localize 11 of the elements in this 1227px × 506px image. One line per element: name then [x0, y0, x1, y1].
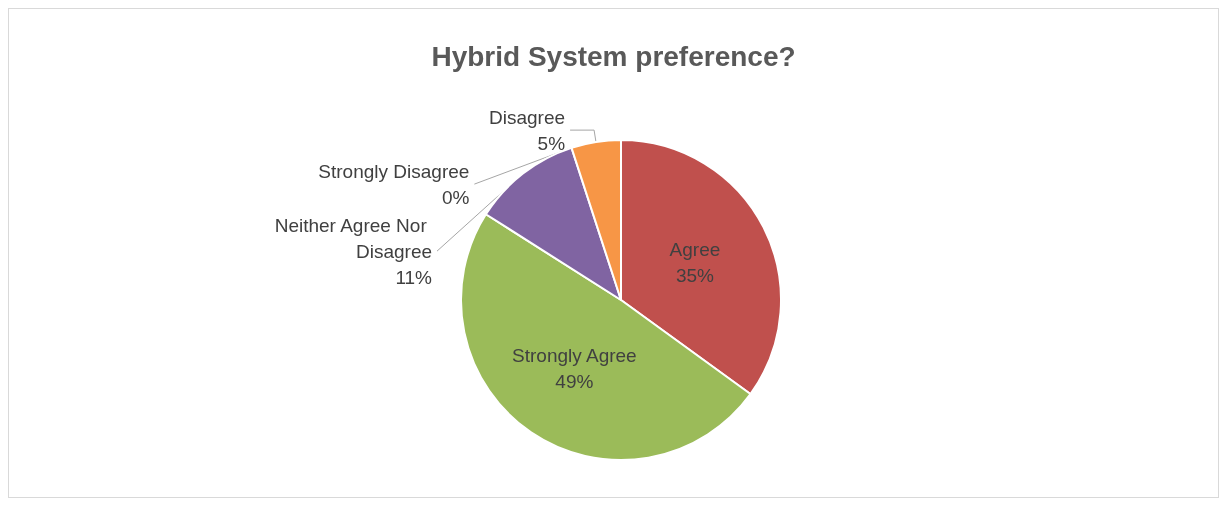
slice-label: Disagree — [489, 106, 566, 128]
text: 0% — [441, 186, 470, 208]
category-label: Strongly Disagree — [318, 160, 470, 182]
slice-label: Strongly Agree — [512, 345, 637, 367]
data-label: 5% — [537, 132, 566, 154]
slice-label: Neither Agree Nor Disagree — [274, 214, 433, 262]
slice-label: Agree — [669, 238, 721, 260]
data-label: 11% — [395, 266, 433, 288]
data-label: 35% — [675, 264, 715, 286]
data-label: 49% — [555, 371, 594, 393]
chart-title: Hybrid System preference? — [431, 40, 796, 72]
